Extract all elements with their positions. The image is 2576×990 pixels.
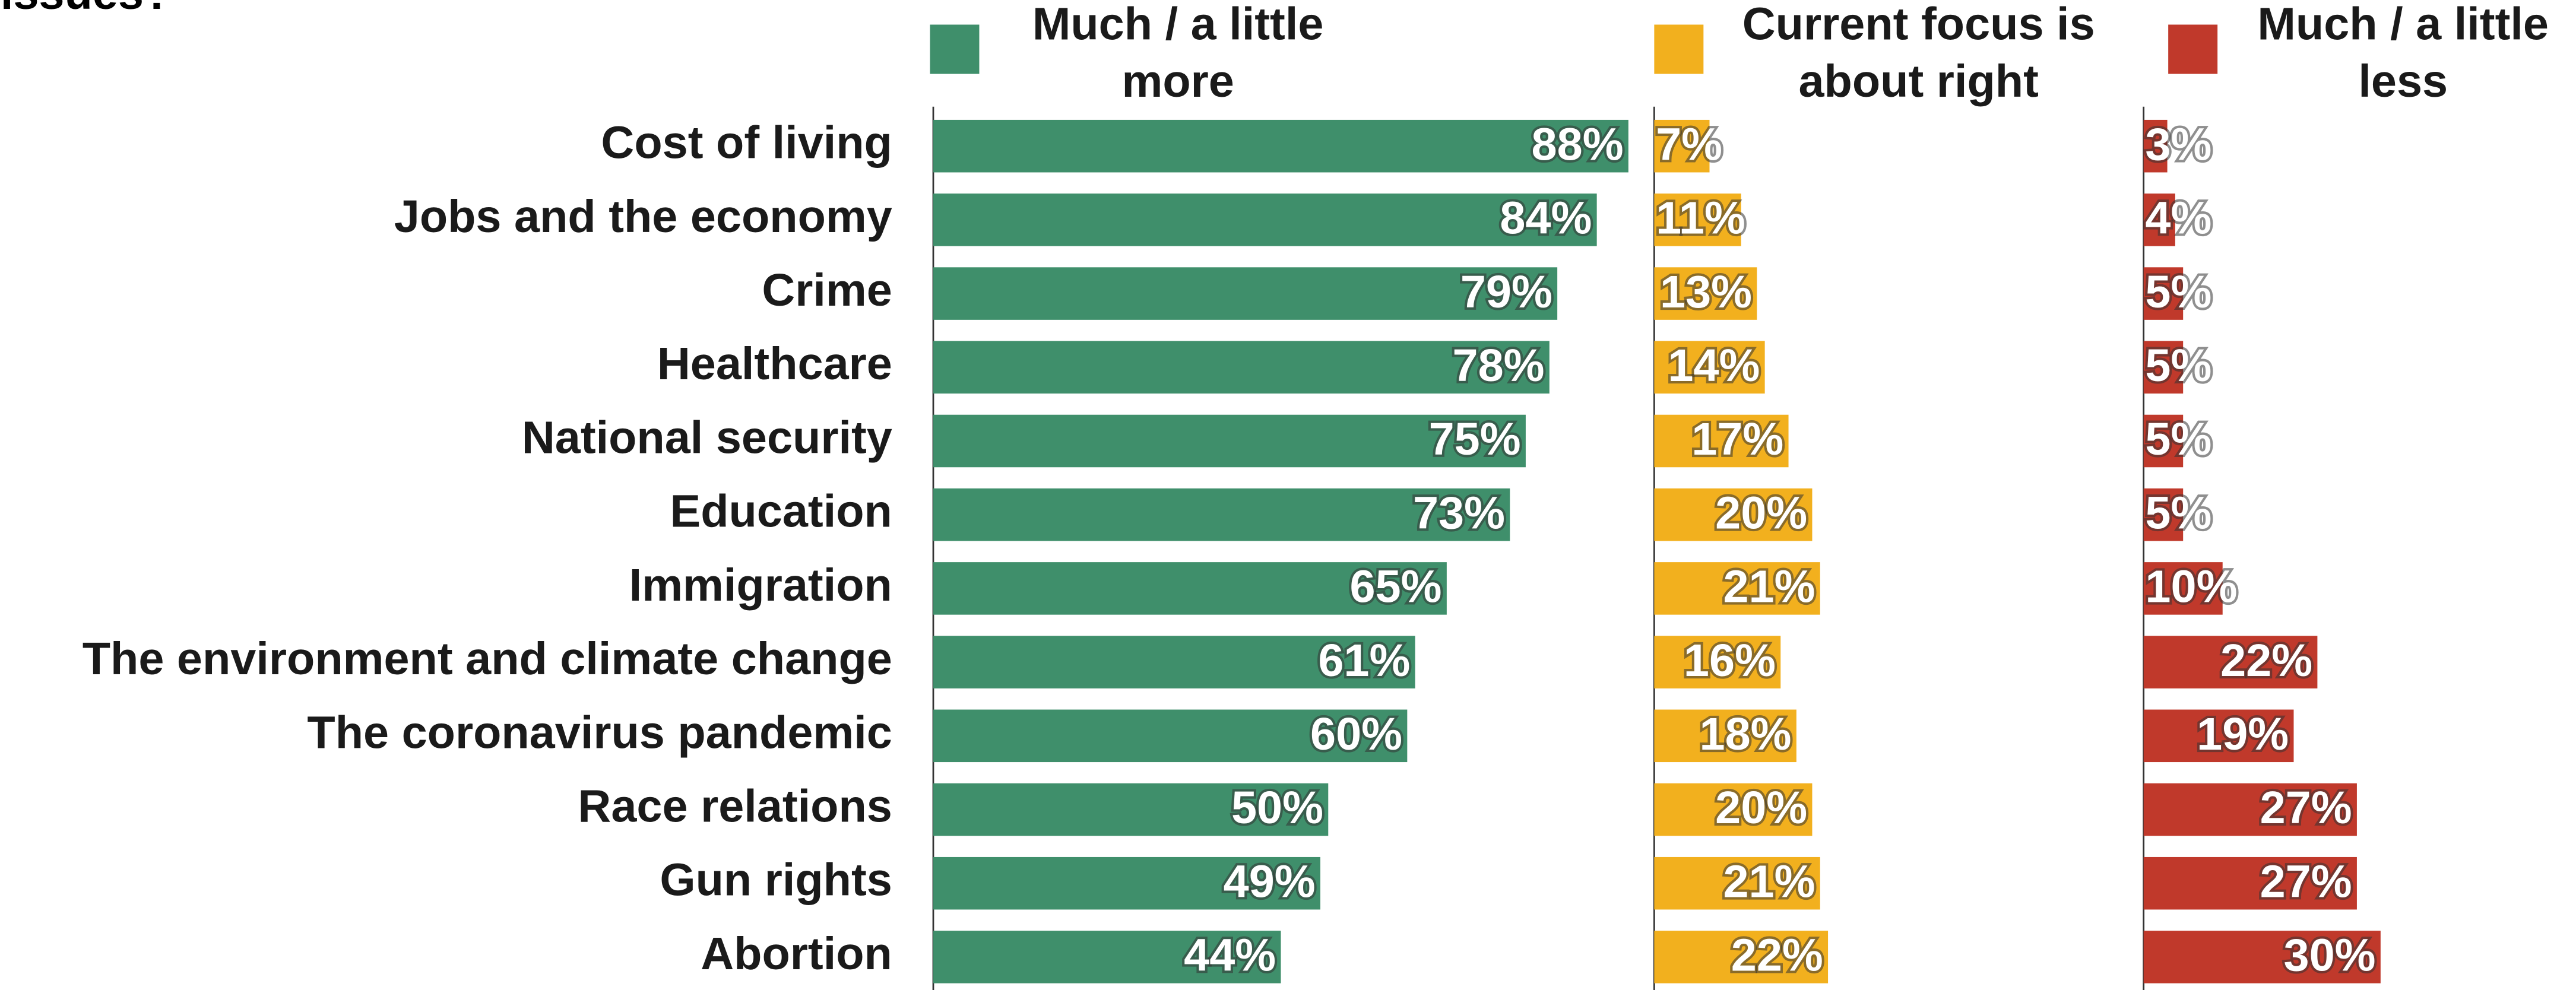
value-label: 11% — [1656, 193, 1745, 244]
value-label: 61% — [1318, 635, 1410, 686]
bar — [933, 931, 1281, 983]
bar — [2143, 562, 2223, 615]
value-label: 88% — [1532, 119, 1624, 170]
value-label: 20% — [1715, 782, 1807, 833]
category-label: Healthcare — [657, 338, 892, 389]
value-label: 10% — [2145, 561, 2237, 613]
bar — [1654, 414, 1789, 468]
bar — [2143, 709, 2294, 763]
bar — [933, 783, 1329, 836]
bar — [933, 193, 1597, 246]
bar — [2143, 267, 2184, 320]
bar — [1654, 783, 1813, 836]
bar — [933, 414, 1526, 468]
bar — [2143, 193, 2175, 246]
value-label: 17% — [1691, 414, 1783, 465]
value-label: 5% — [2145, 487, 2211, 538]
bar — [1654, 931, 1829, 983]
bar — [933, 341, 1550, 394]
legend-label-box: Current focus is about right — [1742, 0, 2095, 107]
bar — [2143, 119, 2168, 173]
bar — [1654, 341, 1765, 394]
category-label: The environment and climate change — [83, 633, 892, 684]
bar — [933, 856, 1320, 910]
value-label: 22% — [1731, 930, 1823, 981]
bar — [1654, 488, 1813, 541]
value-label: 78% — [1453, 340, 1545, 391]
value-label: 49% — [1224, 856, 1316, 907]
value-label: 14% — [1668, 340, 1760, 391]
legend-label: Much / a little less — [2257, 0, 2549, 107]
legend-swatch — [930, 24, 980, 74]
category-label: Cost of living — [601, 118, 892, 169]
legend-swatch — [1654, 24, 1704, 74]
bar — [2143, 931, 2381, 983]
value-label: 5% — [2145, 266, 2211, 318]
bar — [2143, 414, 2184, 468]
bar — [2143, 783, 2357, 836]
value-label: 27% — [2260, 782, 2352, 833]
value-label: 4% — [2145, 193, 2211, 244]
category-label: Immigration — [629, 560, 892, 611]
bar — [2143, 488, 2184, 541]
value-label: 5% — [2145, 340, 2211, 391]
bar — [1654, 119, 1710, 173]
value-label: 60% — [1310, 709, 1402, 760]
value-label: 75% — [1429, 414, 1521, 465]
value-label: 79% — [1460, 266, 1552, 318]
value-label: 3% — [2145, 119, 2211, 170]
legend-label: Much / a little more — [1032, 0, 1324, 107]
category-label: Gun rights — [660, 855, 892, 906]
bar — [933, 119, 1628, 173]
bar — [933, 709, 1408, 763]
category-label: Crime — [762, 265, 892, 316]
value-label: 7% — [1656, 119, 1722, 170]
bar — [2143, 856, 2357, 910]
bar — [1654, 267, 1757, 320]
value-label: 22% — [2220, 635, 2312, 686]
value-label: 73% — [1413, 487, 1505, 538]
value-label: 65% — [1350, 561, 1442, 613]
bar — [933, 636, 1415, 688]
legend-label-box: Much / a little more — [1032, 0, 1324, 107]
value-label: 27% — [2260, 856, 2352, 907]
bar — [933, 488, 1510, 541]
value-label: 13% — [1660, 266, 1752, 318]
legend-label: Current focus is about right — [1742, 0, 2095, 107]
bar — [1654, 709, 1796, 763]
category-label: Race relations — [578, 780, 892, 832]
value-label: 21% — [1723, 856, 1815, 907]
bar — [1654, 562, 1820, 615]
bar — [2143, 341, 2184, 394]
legend-swatch — [2168, 24, 2218, 74]
category-label: The coronavirus pandemic — [307, 707, 892, 758]
value-label: 21% — [1723, 561, 1815, 613]
legend-label-box: Much / a little less — [2257, 0, 2549, 107]
bar — [2143, 636, 2318, 688]
chart-title: issues? — [1, 0, 172, 19]
value-label: 5% — [2145, 414, 2211, 465]
value-label: 44% — [1184, 930, 1276, 981]
category-label: Abortion — [701, 928, 892, 979]
category-label: Education — [670, 486, 892, 537]
bar — [1654, 856, 1820, 910]
value-label: 18% — [1700, 709, 1792, 760]
value-label: 84% — [1500, 193, 1592, 244]
category-label: Jobs and the economy — [394, 191, 892, 242]
bar — [1654, 636, 1781, 688]
bar — [1654, 193, 1741, 246]
value-label: 16% — [1684, 635, 1776, 686]
value-label: 19% — [2197, 709, 2289, 760]
value-label: 50% — [1231, 782, 1323, 833]
value-label: 30% — [2284, 930, 2376, 981]
bar — [933, 267, 1558, 320]
bar — [933, 562, 1447, 615]
value-label: 20% — [1715, 487, 1807, 538]
category-label: National security — [522, 412, 892, 463]
